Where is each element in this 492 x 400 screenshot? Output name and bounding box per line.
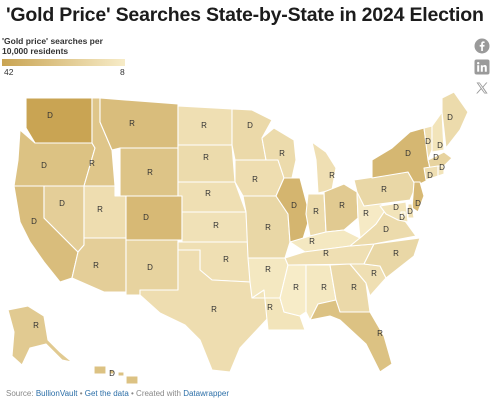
state-label-md: D	[393, 203, 399, 212]
state-md[interactable]	[379, 201, 409, 223]
state-sd[interactable]	[177, 144, 236, 183]
state-ia[interactable]	[234, 159, 285, 197]
source-prefix: Source:	[6, 389, 34, 398]
state-label-ms: R	[293, 283, 299, 292]
state-mi[interactable]	[311, 141, 337, 194]
get-data-link[interactable]: Get the data	[84, 389, 129, 398]
state-label-in: R	[313, 207, 319, 216]
x-icon[interactable]	[474, 80, 490, 96]
state-label-nc: R	[393, 249, 399, 258]
state-label-tx: R	[211, 305, 217, 314]
state-label-mn: D	[247, 121, 253, 130]
state-label-al: R	[321, 283, 327, 292]
state-label-ut: R	[97, 205, 103, 214]
state-label-nd: R	[201, 121, 207, 130]
state-label-de: D	[407, 207, 413, 216]
legend-gradient-bar	[2, 59, 125, 66]
state-label-ia: R	[252, 175, 258, 184]
state-label-il: D	[291, 201, 297, 210]
source-link[interactable]: BullionVault	[35, 389, 78, 398]
state-label-me: D	[447, 113, 453, 122]
state-label-sc: R	[371, 269, 377, 278]
legend-max-label: 8	[120, 67, 125, 77]
state-label-va: D	[383, 225, 389, 234]
state-hi[interactable]	[93, 365, 139, 385]
state-label-ak: R	[33, 321, 39, 330]
state-label-nv: D	[59, 199, 65, 208]
state-label-id: R	[89, 159, 95, 168]
footer: Source: BullionVault • Get the data • Cr…	[6, 389, 229, 398]
legend-min-label: 42	[4, 67, 14, 77]
legend-title: 'Gold price' searches per 10,000 residen…	[2, 36, 103, 56]
state-label-mo: R	[265, 223, 271, 232]
state-ri[interactable]	[437, 165, 445, 177]
created-with-text: • Created with	[131, 389, 181, 398]
state-label-la: R	[267, 303, 273, 312]
legend: 'Gold price' searches per 10,000 residen…	[2, 36, 127, 77]
state-label-tn: R	[323, 249, 329, 258]
state-label-ky: R	[309, 237, 315, 246]
linkedin-icon[interactable]	[474, 59, 490, 75]
state-label-nj: D	[415, 199, 421, 208]
state-fl[interactable]	[309, 299, 393, 373]
state-mt[interactable]	[99, 97, 179, 151]
state-label-ri: D	[439, 163, 445, 172]
legend-labels: 42 8	[2, 66, 127, 77]
state-label-ar: R	[265, 265, 271, 274]
state-label-fl: R	[377, 329, 383, 338]
state-label-nm: D	[147, 263, 153, 272]
state-co[interactable]	[125, 195, 183, 241]
state-ne[interactable]	[177, 181, 247, 213]
state-de[interactable]	[407, 203, 415, 219]
state-label-mi: R	[329, 171, 335, 180]
state-label-pa: R	[381, 185, 387, 194]
facebook-icon[interactable]	[474, 38, 490, 54]
footer-separator: •	[79, 389, 83, 398]
state-label-ma: D	[433, 153, 439, 162]
state-label-ny: D	[405, 149, 411, 158]
state-tx[interactable]	[139, 249, 269, 373]
state-label-or: D	[41, 161, 47, 170]
state-label-hi: D	[109, 369, 115, 378]
state-label-ga: R	[351, 283, 357, 292]
state-me[interactable]	[441, 91, 469, 149]
state-wa[interactable]	[25, 97, 93, 144]
state-label-az: R	[93, 261, 99, 270]
state-label-oh: R	[339, 201, 345, 210]
datawrapper-link[interactable]: Datawrapper	[183, 389, 229, 398]
state-label-dc: D	[399, 213, 405, 222]
state-label-nh: D	[437, 141, 443, 150]
state-label-ca: D	[31, 217, 37, 226]
state-label-co: D	[143, 213, 149, 222]
state-nh[interactable]	[431, 111, 445, 153]
state-label-sd: R	[203, 153, 209, 162]
state-label-ct: D	[427, 171, 433, 180]
state-label-wy: R	[147, 168, 153, 177]
state-label-ks: R	[213, 221, 219, 230]
state-label-vt: D	[425, 137, 431, 146]
state-label-ne: R	[205, 189, 211, 198]
state-label-wv: R	[363, 209, 369, 218]
state-dc[interactable]	[400, 211, 406, 217]
state-label-mt: R	[129, 119, 135, 128]
state-ak[interactable]	[7, 305, 73, 366]
state-label-wa: D	[47, 111, 53, 120]
state-label-wi: R	[279, 149, 285, 158]
chart-title: 'Gold Price' Searches State-by-State in …	[6, 4, 484, 26]
state-label-ok: R	[223, 255, 229, 264]
